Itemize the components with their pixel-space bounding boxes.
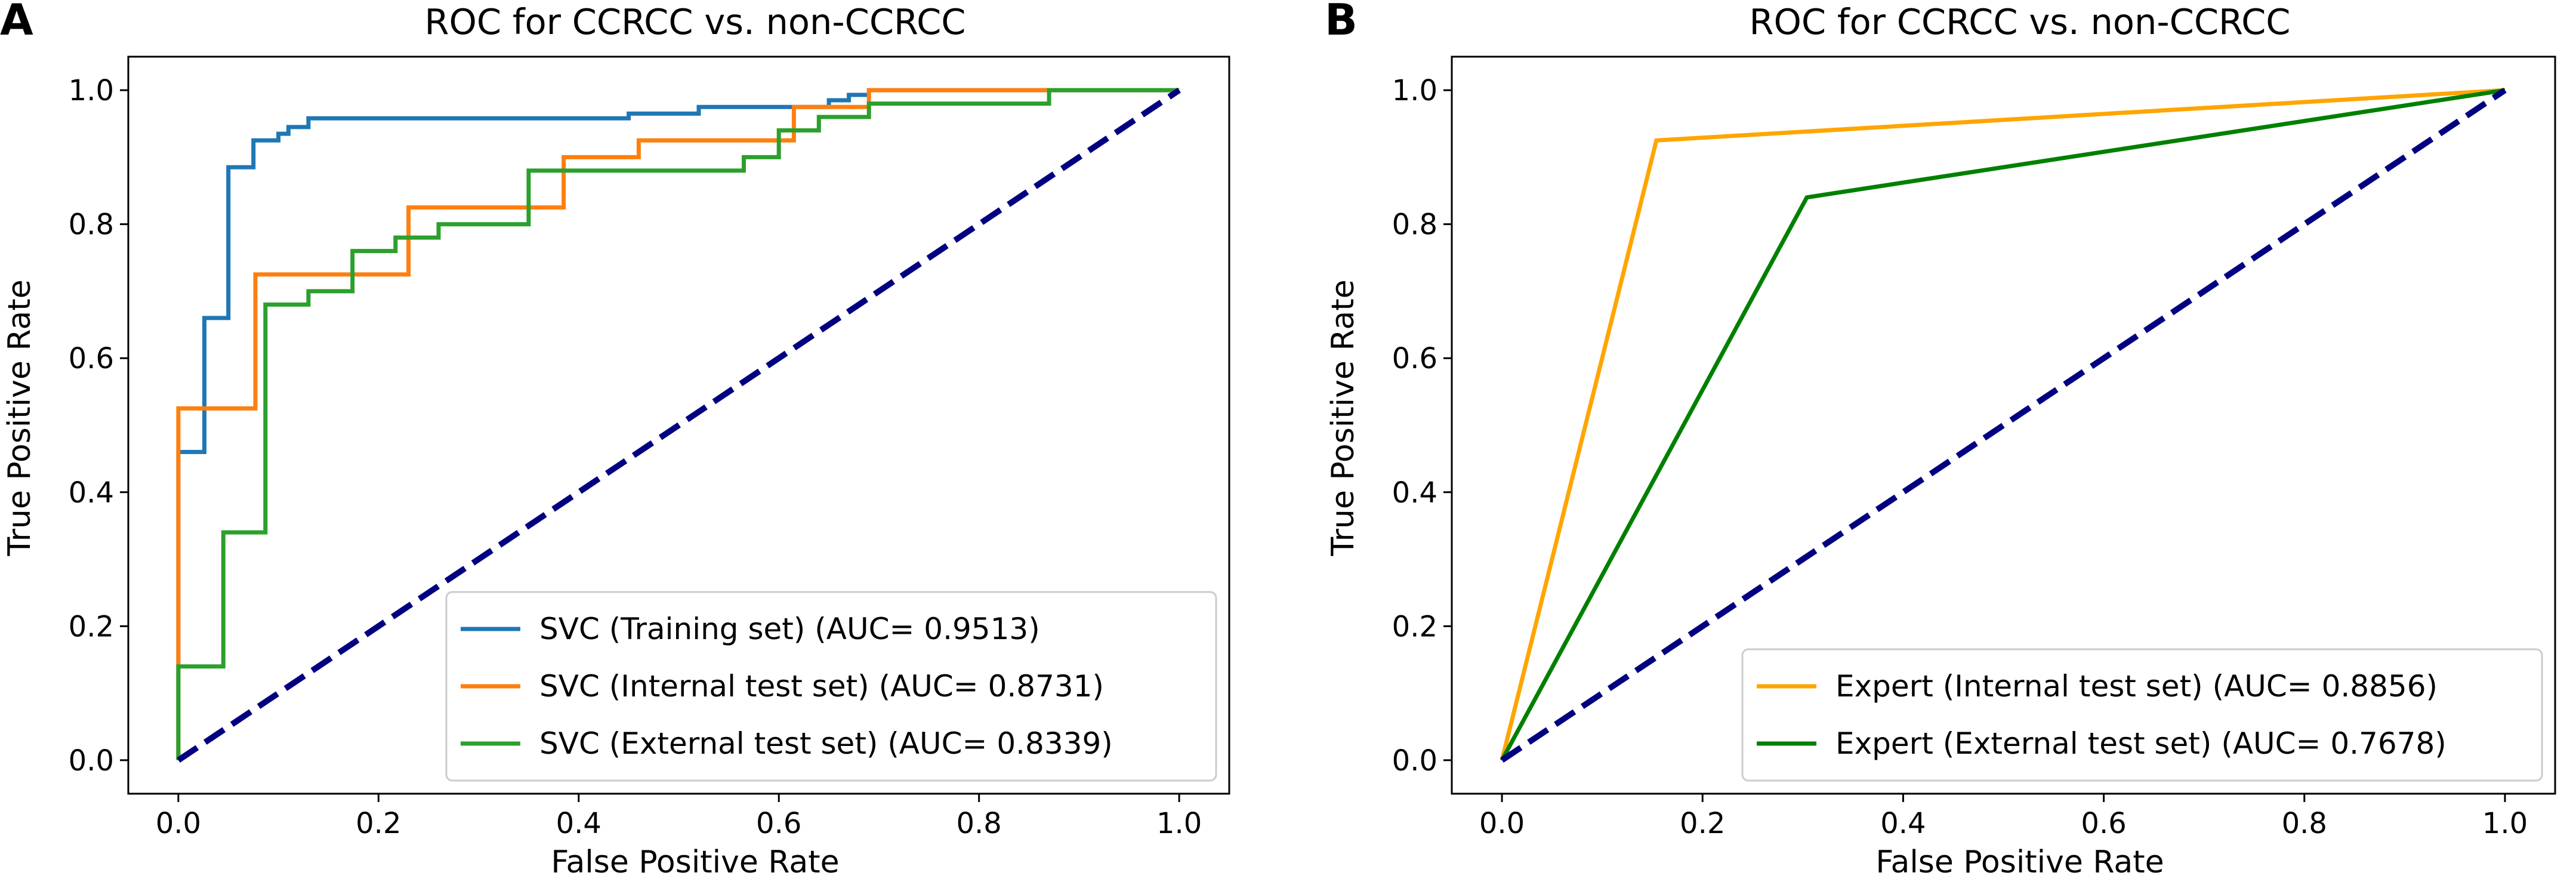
y-axis-label: True Positive Rate (2, 279, 38, 556)
x-tick-label: 0.4 (556, 807, 601, 840)
x-tick-label: 0.6 (756, 807, 801, 840)
roc-curve (176, 88, 1180, 760)
y-tick-label: 0.6 (69, 342, 114, 375)
y-tick-label: 0.0 (69, 744, 114, 778)
tick-group: 0.0 0.2 0.4 0.6 0.8 1.0 0.0 0.2 0.4 0.6 0.8 1.0 (69, 74, 1202, 840)
x-axis-label: False Positive Rate (1875, 844, 2164, 880)
panel-letter: A (0, 0, 33, 45)
x-tick-label: 0.8 (2282, 807, 2327, 840)
legend-entry: SVC (Training set) (AUC= 0.9513) (539, 612, 1040, 646)
legend-box (1741, 648, 2543, 782)
legend: Expert (Internal test set) (AUC= 0.8856)… (1741, 648, 2543, 782)
panel-letter: B (1325, 0, 1358, 45)
y-tick-label: 0.0 (1392, 744, 1437, 778)
legend-box (445, 591, 1217, 782)
roc-curve (176, 88, 1180, 760)
reference-group (177, 87, 1181, 763)
y-tick-label: 0.4 (69, 476, 114, 510)
y-tick-label: 0.4 (1392, 476, 1437, 510)
y-tick-label: 0.2 (69, 610, 114, 643)
x-tick-label: 0.8 (957, 807, 1002, 840)
y-tick-label: 0.8 (1392, 208, 1437, 242)
chance-diagonal (177, 87, 1181, 763)
legend-entry: SVC (External test set) (AUC= 0.8339) (539, 726, 1113, 761)
legend-entry: Expert (External test set) (AUC= 0.7678) (1835, 726, 2447, 761)
chart-title: ROC for CCRCC vs. non-CCRCC (424, 1, 965, 42)
y-tick-label: 1.0 (69, 74, 114, 107)
series-group (176, 88, 1180, 760)
x-tick-label: 1.0 (1156, 807, 1202, 840)
x-tick-label: 0.0 (156, 807, 201, 840)
panel-b: B ROC for CCRCC vs. non-CCRCC False Posi… (1325, 0, 2556, 880)
reference-group (1500, 87, 2507, 763)
x-axis-label: False Positive Rate (551, 844, 839, 880)
y-axis-label: True Positive Rate (1325, 279, 1361, 556)
plot-frame (127, 55, 1230, 795)
x-tick-label: 0.4 (1880, 807, 1926, 840)
roc-curve (1500, 88, 2506, 761)
x-tick-label: 0.2 (356, 807, 401, 840)
y-tick-label: 0.8 (69, 208, 114, 242)
legend-entry: Expert (Internal test set) (AUC= 0.8856) (1835, 669, 2438, 704)
x-tick-label: 0.2 (1680, 807, 1725, 840)
tick-group: 0.0 0.2 0.4 0.6 0.8 1.0 0.0 0.2 0.4 0.6 0.8 1.0 (1392, 74, 2528, 840)
x-tick-label: 0.6 (2081, 807, 2126, 840)
roc-curve (1500, 88, 2506, 761)
y-tick-label: 1.0 (1392, 74, 1437, 107)
x-tick-label: 0.0 (1479, 807, 1525, 840)
chance-diagonal (1500, 87, 2507, 763)
chart-title: ROC for CCRCC vs. non-CCRCC (1749, 1, 2290, 42)
roc-curve (176, 88, 1180, 760)
y-tick-label: 0.2 (1392, 610, 1437, 643)
x-tick-label: 1.0 (2482, 807, 2528, 840)
y-tick-label: 0.6 (1392, 342, 1437, 375)
legend-entry: SVC (Internal test set) (AUC= 0.8731) (539, 669, 1104, 704)
panel-a: A ROC for CCRCC vs. non-CCRCC False Posi… (0, 0, 1230, 880)
legend: SVC (Training set) (AUC= 0.9513) SVC (Int… (445, 591, 1217, 782)
plot-frame (1451, 55, 2556, 795)
series-group (1500, 88, 2506, 761)
